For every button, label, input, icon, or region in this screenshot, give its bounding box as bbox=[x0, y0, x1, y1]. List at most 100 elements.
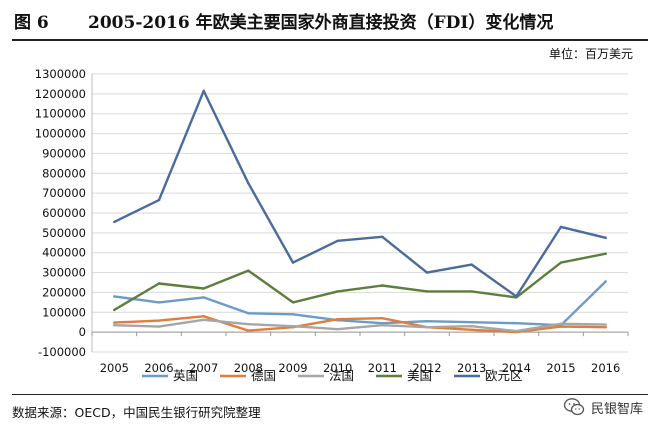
data-point bbox=[470, 321, 473, 324]
data-source-note: 数据来源：OECD，中国民生银行研究院整理 bbox=[12, 405, 261, 420]
data-point bbox=[247, 312, 250, 315]
fdi-line-chart: -100000 0 100000 200000 300000 400000 500000 60… bbox=[35, 67, 629, 383]
x-tick-label: 2016 bbox=[591, 361, 620, 375]
unit-label: 单位：百万美元 bbox=[548, 47, 633, 61]
data-point bbox=[381, 235, 384, 239]
data-point bbox=[381, 317, 384, 320]
series-line-3 bbox=[113, 252, 607, 312]
data-point bbox=[470, 328, 473, 331]
data-point bbox=[113, 295, 116, 298]
data-point bbox=[604, 325, 607, 329]
y-tick-label: 400000 bbox=[42, 246, 86, 260]
data-point bbox=[157, 282, 161, 285]
y-tick-label: -100000 bbox=[38, 345, 86, 359]
y-tick-label: 1200000 bbox=[35, 87, 86, 101]
data-point bbox=[425, 290, 429, 293]
top-rule bbox=[12, 39, 648, 41]
x-tick-label: 2007 bbox=[189, 361, 218, 375]
data-point bbox=[291, 324, 295, 328]
series-line-1 bbox=[113, 315, 607, 334]
legend-label: 德国 bbox=[251, 368, 276, 383]
bottom-rule bbox=[12, 394, 648, 395]
legend-label: 英国 bbox=[173, 368, 198, 383]
data-point bbox=[247, 269, 250, 272]
data-point bbox=[247, 182, 250, 185]
x-tick-label: 2009 bbox=[278, 361, 307, 375]
data-point bbox=[291, 301, 295, 304]
gridlines bbox=[92, 73, 628, 353]
y-tick-label: 0 bbox=[79, 325, 86, 339]
x-tick-label: 2015 bbox=[546, 361, 575, 375]
data-point bbox=[202, 89, 205, 93]
data-point bbox=[113, 220, 116, 224]
data-point bbox=[336, 327, 339, 331]
y-tick-label: 700000 bbox=[42, 186, 86, 200]
data-point bbox=[425, 325, 429, 329]
data-point bbox=[336, 239, 339, 242]
wechat-logo-icon bbox=[563, 398, 585, 416]
legend: 英国 德国 法国 美国 欧元区 bbox=[142, 368, 523, 383]
data-point bbox=[247, 329, 250, 332]
data-point bbox=[291, 313, 295, 316]
legend-label: 美国 bbox=[407, 368, 432, 383]
x-tick-label: 2006 bbox=[144, 361, 173, 375]
data-point bbox=[381, 284, 384, 287]
data-point bbox=[157, 325, 161, 328]
x-tick-label: 2014 bbox=[502, 361, 531, 375]
x-tick-label: 2005 bbox=[100, 361, 129, 375]
series-lines bbox=[113, 89, 607, 334]
data-point bbox=[202, 287, 205, 290]
x-axis: 2005 2006 2007 2008 2009 2010 2011 2012 2013 2014… bbox=[91, 331, 629, 375]
x-tick-label: 2010 bbox=[323, 361, 352, 375]
figure-number: 图 6 bbox=[14, 13, 49, 33]
series-line-0 bbox=[113, 280, 607, 327]
data-point bbox=[470, 263, 473, 266]
data-point bbox=[113, 308, 116, 312]
x-tick-label: 2008 bbox=[234, 361, 263, 375]
y-tick-label: 500000 bbox=[42, 226, 86, 240]
data-point bbox=[113, 321, 116, 324]
y-tick-label: 300000 bbox=[42, 266, 86, 280]
data-point bbox=[202, 315, 205, 318]
data-point bbox=[604, 280, 607, 283]
data-point bbox=[515, 322, 518, 325]
data-point bbox=[604, 252, 607, 255]
data-point bbox=[336, 318, 339, 321]
data-point bbox=[202, 296, 205, 299]
legend-label: 欧元区 bbox=[485, 368, 523, 383]
data-point bbox=[202, 318, 205, 322]
chart-header: 图 6 2005-2016 年欧美主要国家外商直接投资（FDI）变化情况 bbox=[0, 0, 659, 38]
brand-watermark: 民银智库 bbox=[563, 394, 643, 420]
data-point bbox=[604, 236, 607, 240]
legend-label: 法国 bbox=[329, 368, 354, 383]
x-tick-label: 2013 bbox=[457, 361, 486, 375]
data-point bbox=[470, 290, 473, 293]
y-tick-label: 800000 bbox=[42, 166, 86, 180]
x-tick-label: 2011 bbox=[368, 361, 397, 375]
data-point bbox=[381, 322, 384, 325]
data-point bbox=[425, 271, 429, 274]
chart-title: 2005-2016 年欧美主要国家外商直接投资（FDI）变化情况 bbox=[88, 13, 554, 33]
series-line-2 bbox=[113, 318, 607, 333]
data-point bbox=[291, 261, 295, 264]
y-tick-label: 100000 bbox=[42, 305, 86, 319]
data-point bbox=[113, 323, 116, 327]
data-point bbox=[559, 261, 563, 264]
data-point bbox=[425, 320, 429, 323]
y-tick-label: 900000 bbox=[42, 146, 86, 160]
data-point bbox=[381, 323, 384, 327]
data-point bbox=[247, 323, 250, 326]
y-tick-label: 1300000 bbox=[35, 67, 86, 81]
data-point bbox=[515, 329, 518, 333]
data-point bbox=[157, 301, 161, 304]
x-tick-label: 2012 bbox=[412, 361, 441, 375]
data-point bbox=[604, 323, 607, 326]
data-point bbox=[470, 324, 473, 328]
data-point bbox=[336, 290, 339, 293]
data-point bbox=[157, 319, 161, 322]
series-line-4 bbox=[113, 89, 607, 298]
data-point bbox=[559, 225, 563, 229]
data-point bbox=[559, 325, 563, 328]
y-tick-label: 1000000 bbox=[35, 127, 86, 141]
data-point bbox=[515, 295, 518, 298]
